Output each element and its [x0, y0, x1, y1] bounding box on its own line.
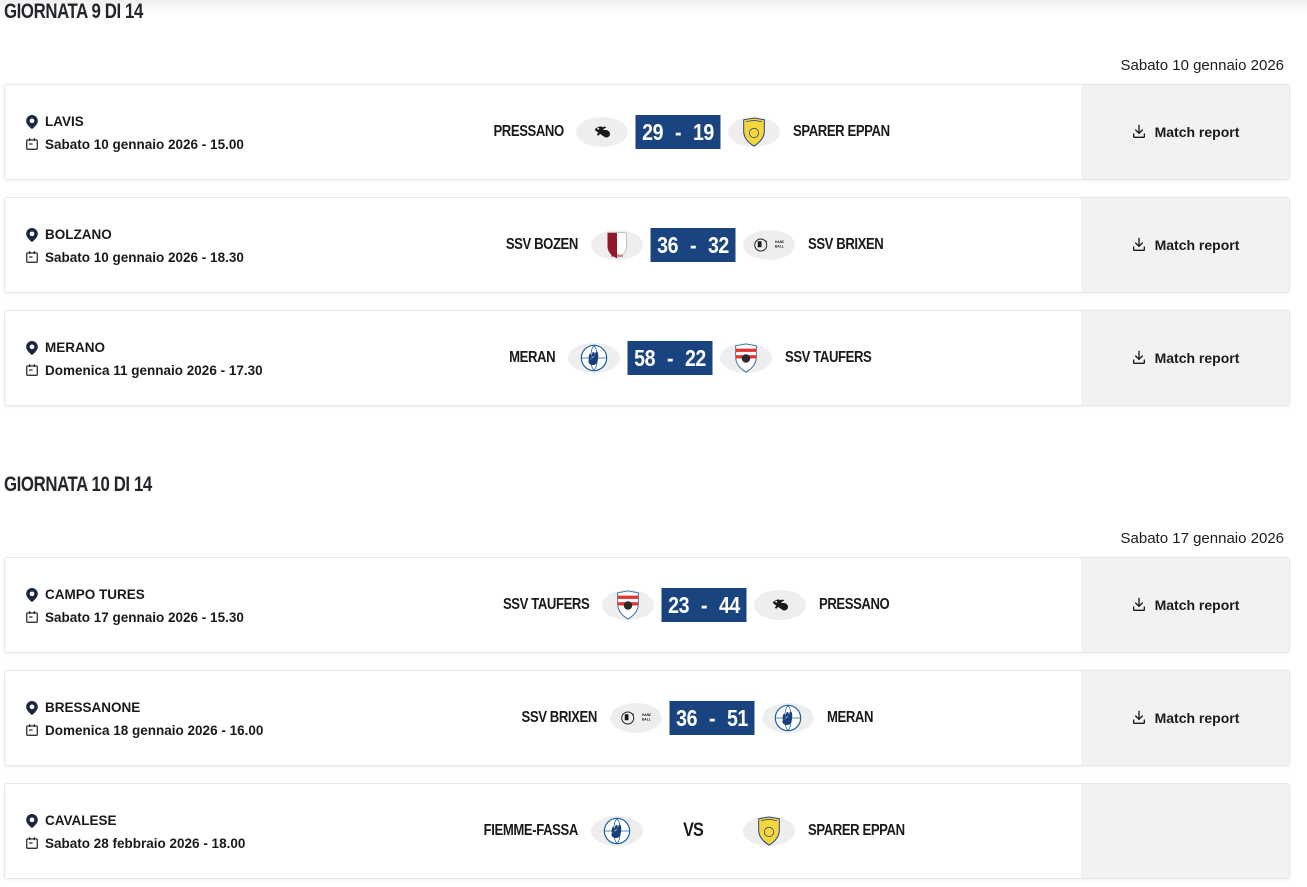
- svg-text:BOZEN: BOZEN: [611, 254, 623, 258]
- svg-text:BALL: BALL: [642, 717, 651, 721]
- svg-text:HAND: HAND: [775, 240, 784, 244]
- svg-text:BALL: BALL: [775, 244, 784, 248]
- svg-text:HAND: HAND: [642, 713, 651, 717]
